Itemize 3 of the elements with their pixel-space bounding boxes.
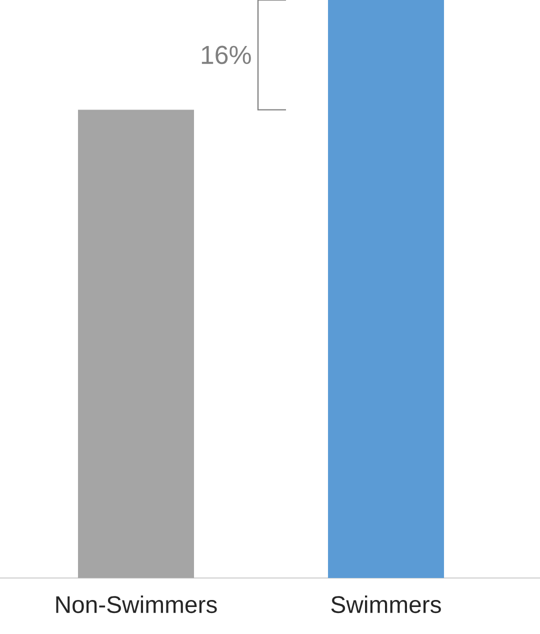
x-tick-label: Swimmers [331, 596, 441, 614]
x-tick-label: Non-Swimmers [56, 596, 217, 614]
annotation: 16% [202, 46, 251, 64]
